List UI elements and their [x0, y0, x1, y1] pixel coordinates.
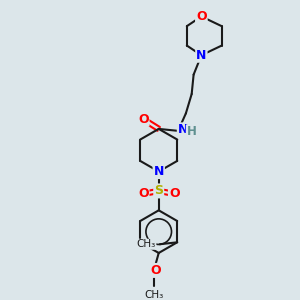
Text: O: O — [151, 264, 161, 277]
Text: O: O — [196, 10, 207, 23]
Text: S: S — [154, 184, 163, 197]
Text: CH₃: CH₃ — [136, 239, 156, 249]
Text: N: N — [154, 165, 164, 178]
Text: O: O — [169, 187, 179, 200]
Text: H: H — [187, 125, 196, 138]
Text: O: O — [138, 187, 148, 200]
Text: N: N — [196, 49, 207, 62]
Text: CH₃: CH₃ — [144, 290, 164, 300]
Text: O: O — [138, 113, 148, 126]
Text: N: N — [178, 123, 188, 136]
